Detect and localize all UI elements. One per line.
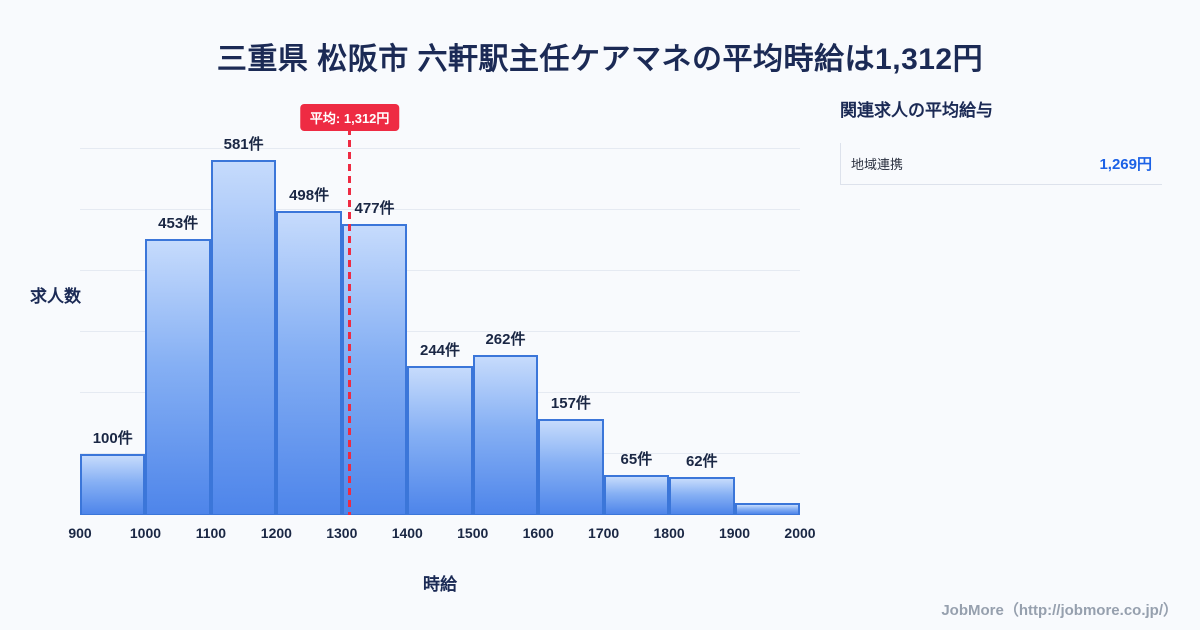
bar-value-label: 65件 [620,451,653,469]
x-tick-label: 1800 [653,525,685,541]
related-job-value: 1,269円 [1099,156,1152,173]
x-tick-label: 1200 [260,525,292,541]
histogram-bar [407,366,473,515]
x-tick-label: 1600 [522,525,554,541]
x-tick-label: 1100 [195,525,227,541]
average-line [348,128,352,515]
bar-value-label: 244件 [419,342,461,360]
bar-value-label: 157件 [550,395,591,413]
histogram-bar [472,355,539,515]
related-jobs-heading: 関連求人の平均給与 [840,101,993,120]
x-tick-label: 2000 [784,525,816,541]
bar-value-label: 477件 [354,199,395,217]
histogram-bar [734,502,800,515]
histogram-plot-area: 100件 453件 581件 498件 477件 244件 262件 157件 65件 62件 90… [68,100,816,541]
x-tick-label: 1900 [718,525,751,541]
average-badge: 平均: 1,312円 [299,104,400,131]
x-tick-label: 1500 [457,525,489,541]
gridline [80,208,800,210]
histogram-bar [210,160,277,515]
histogram-bar [669,477,735,515]
histogram-bar [145,238,211,515]
histogram-bar [538,419,604,515]
histogram-bar [341,223,408,515]
gridline [80,330,800,332]
gridline [80,269,800,271]
x-tick-label: 1000 [129,525,162,541]
related-jobs-panel: 関連求人の平均給与 地域連携 1,269円 [840,96,1162,185]
y-axis-label: 求人数 [30,287,81,306]
bar-value-label: 581件 [223,136,264,154]
bar-value-label: 498件 [289,187,330,205]
bar-value-label: 453件 [158,214,199,232]
x-tick-label: 1700 [588,525,620,541]
bar-value-label: 100件 [92,429,133,447]
footer-credit: JobMore（http://jobmore.co.jp/） [941,602,1178,619]
x-tick-label: 1300 [326,525,358,541]
page-title: 三重県 松阪市 六軒駅主任ケアマネの平均時給は1,312円 [216,43,984,76]
bar-value-label: 62件 [685,453,718,471]
related-job-row: 地域連携 1,269円 [840,143,1162,185]
x-tick-label: 900 [68,525,92,541]
histogram-bar [80,453,146,515]
related-job-label: 地域連携 [851,157,904,172]
x-axis-label: 時給 [423,575,457,594]
gridline [80,147,800,149]
histogram-bar [276,211,342,515]
bar-value-label: 262件 [485,331,526,349]
x-tick-label: 1400 [391,525,423,541]
histogram-bar [603,475,670,515]
